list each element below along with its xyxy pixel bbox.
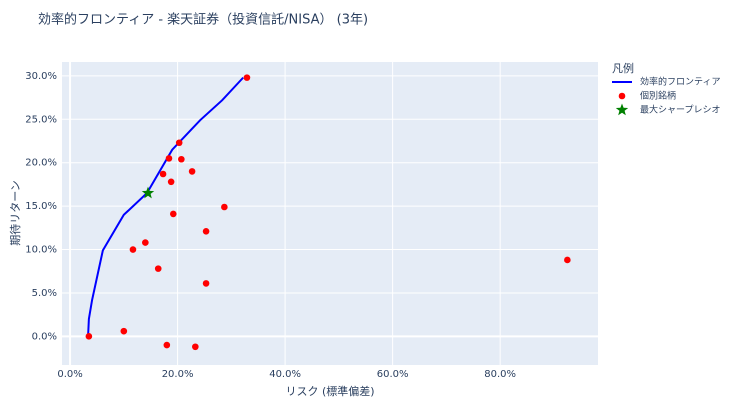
point [243,74,251,81]
point [165,155,173,162]
point [564,256,571,264]
x-tick-label: 40.0% [269,369,301,380]
legend-swatch [615,103,629,116]
y-tick-label: 20.0% [25,158,57,169]
y-tick-label: 15.0% [25,201,57,212]
point [85,333,93,340]
x-tick-label: 20.0% [162,369,194,380]
point [221,203,228,211]
x-tick-label: 0.0% [57,369,82,380]
plot-area [62,62,598,365]
point [178,155,185,163]
y-tick-label: 30.0% [25,71,57,82]
chart-title: 効率的フロンティア - 楽天証券（投資信託/NISA） (3年) [38,12,368,28]
y-tick-label: 5.0% [32,288,57,299]
point [202,280,210,287]
point [167,178,175,186]
legend-label: 効率的フロンティア [640,76,720,88]
frontier-line [87,76,244,337]
legend-title: 凡例 [612,61,634,75]
y-tick-label: 10.0% [25,245,57,256]
legend-swatch [618,92,626,100]
point [163,341,171,349]
point [169,210,177,218]
y-axis-title: 期待リターン [8,180,22,245]
legend-label: 最大シャープレシオ [640,104,720,116]
point [142,239,149,246]
point [192,343,199,351]
x-tick-label: 60.0% [377,369,409,380]
legend-label: 個別銘柄 [640,90,676,102]
point [129,246,137,253]
x-tick-label: 80.0% [484,369,516,380]
point [202,227,210,235]
star-marker [141,186,155,199]
point [154,265,162,272]
point [175,139,183,147]
point [188,168,196,175]
y-tick-label: 25.0% [25,114,57,125]
point [159,170,167,178]
y-tick-label: 0.0% [32,331,57,342]
point [120,327,128,335]
x-axis-title: リスク (標準偏差) [285,384,374,398]
